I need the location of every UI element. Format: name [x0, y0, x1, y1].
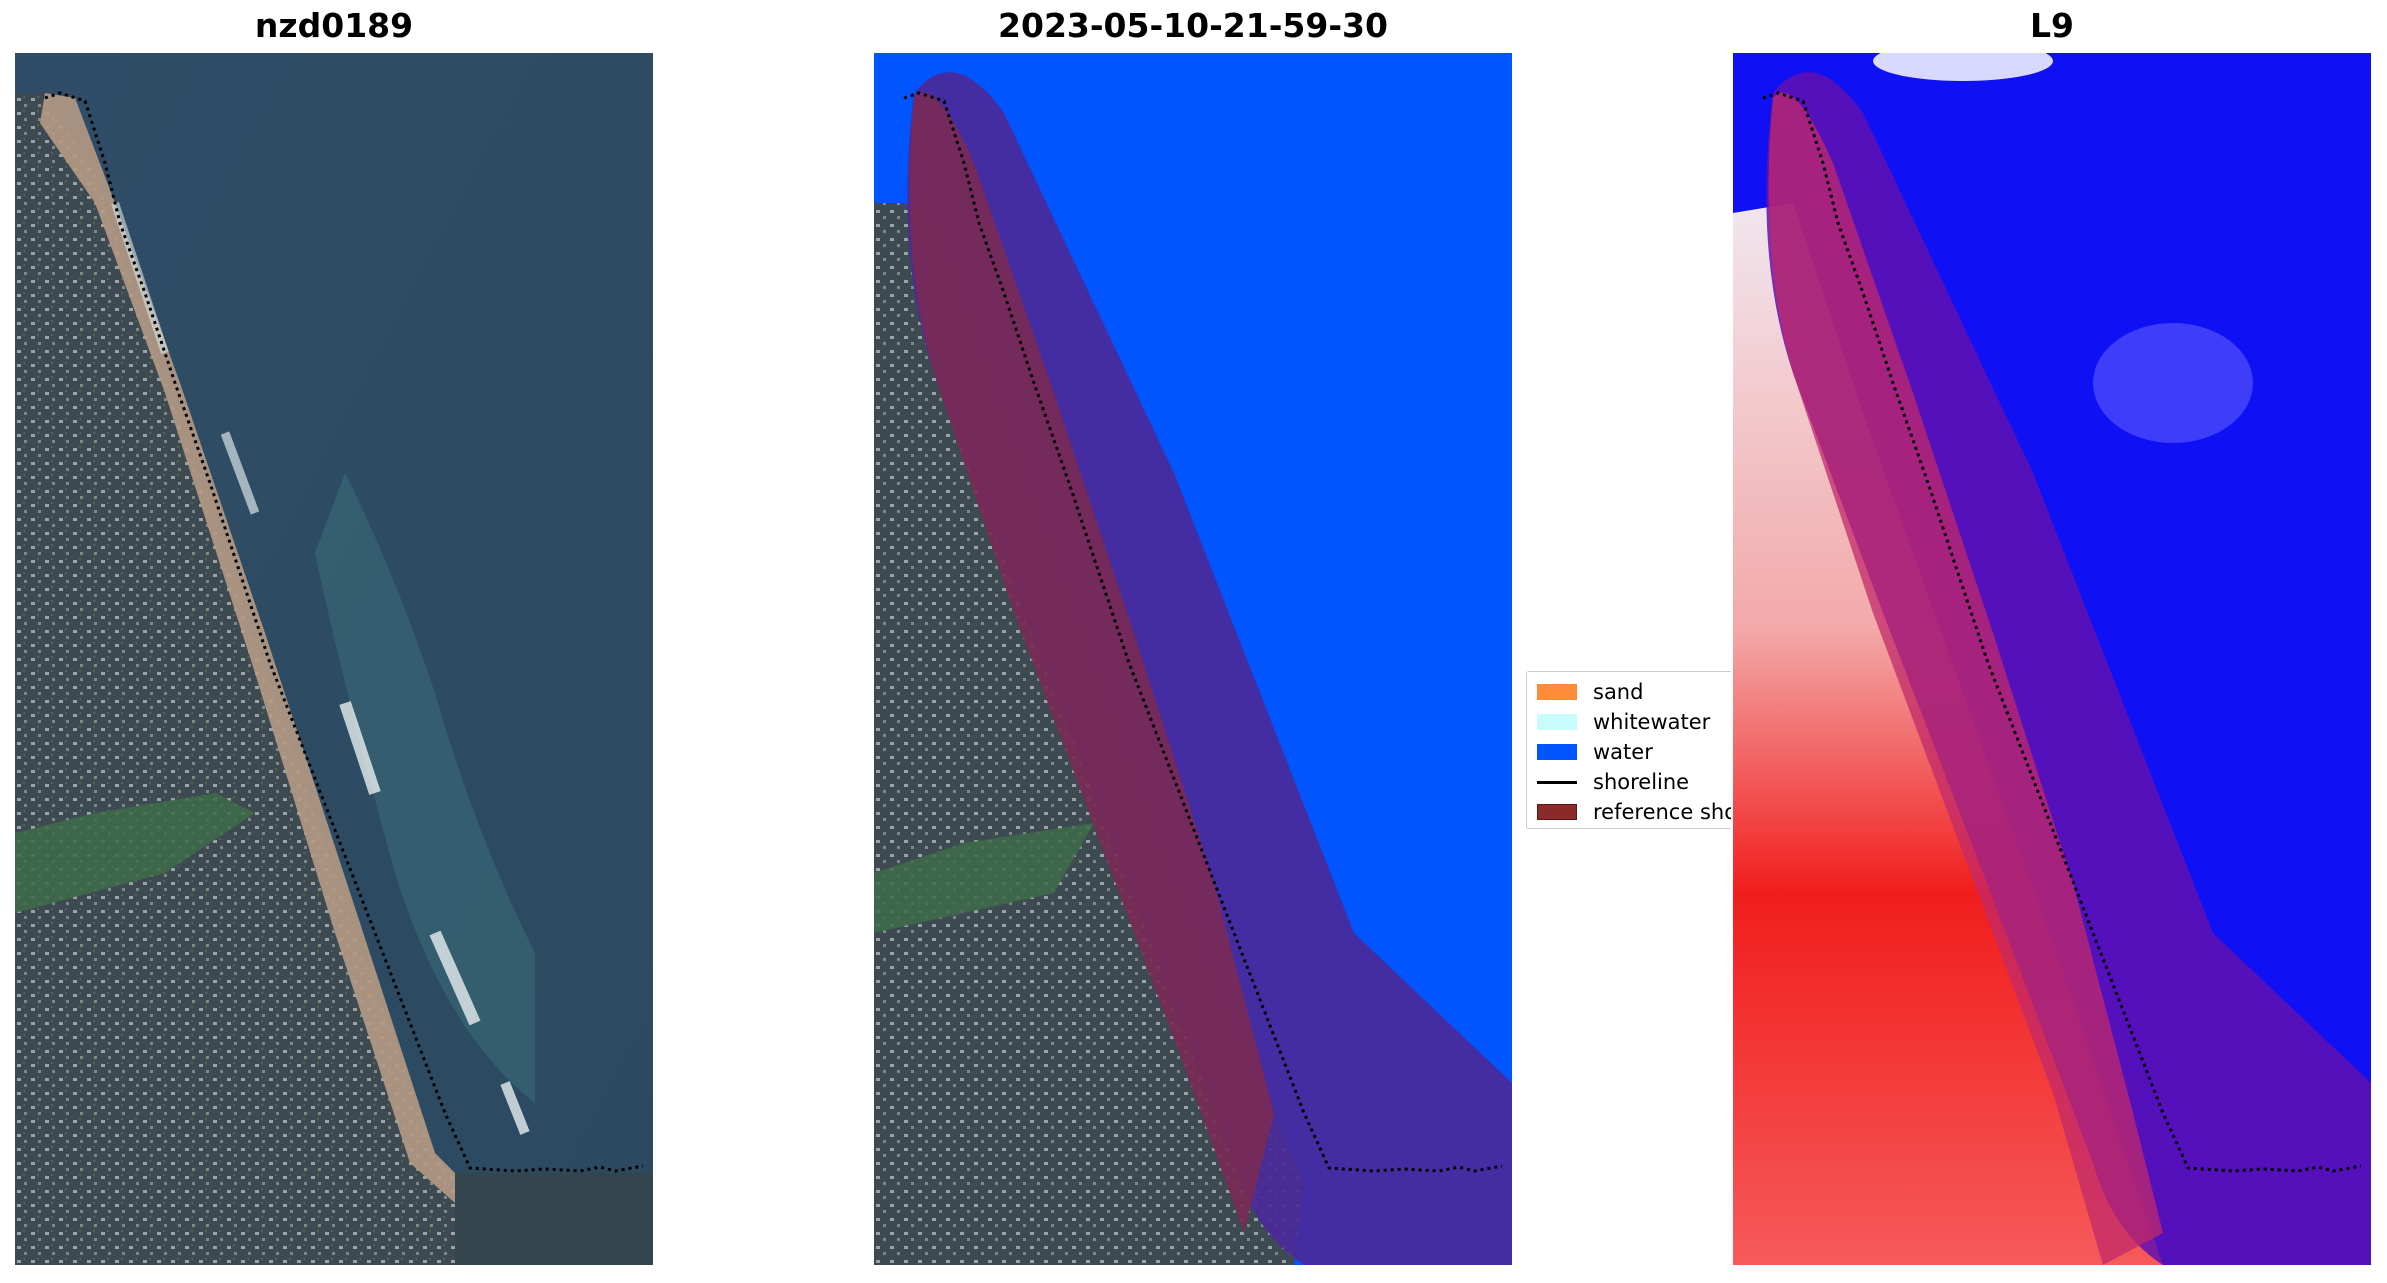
index-image — [1733, 53, 2371, 1265]
legend: sand whitewater water shoreline referenc… — [1526, 671, 1731, 829]
panel-title-rgb: nzd0189 — [254, 6, 414, 45]
water-swatch — [1537, 744, 1577, 760]
sand-swatch — [1537, 684, 1577, 700]
legend-label: whitewater — [1593, 710, 1711, 734]
classified-image — [874, 53, 1512, 1265]
classified-image-panel — [874, 53, 1512, 1265]
shoreline-line — [44, 91, 644, 1173]
panel-title-classified: 2023-05-10-21-59-30 — [998, 6, 1388, 45]
reference-buffer-swatch — [1537, 804, 1577, 820]
shoreline-line — [1762, 91, 2362, 1173]
rgb-image-panel — [15, 53, 653, 1265]
legend-label: reference shoreline buffer — [1593, 800, 1731, 824]
whitewater-swatch — [1537, 714, 1577, 730]
legend-label: sand — [1593, 680, 1644, 704]
satellite-image — [15, 53, 653, 1265]
index-image-panel — [1733, 53, 2371, 1265]
legend-label: shoreline — [1593, 770, 1690, 794]
shoreline-line — [903, 91, 1503, 1173]
legend-label: water — [1593, 740, 1653, 764]
shoreline-swatch — [1537, 781, 1577, 784]
panel-title-index: L9 — [2030, 6, 2074, 45]
